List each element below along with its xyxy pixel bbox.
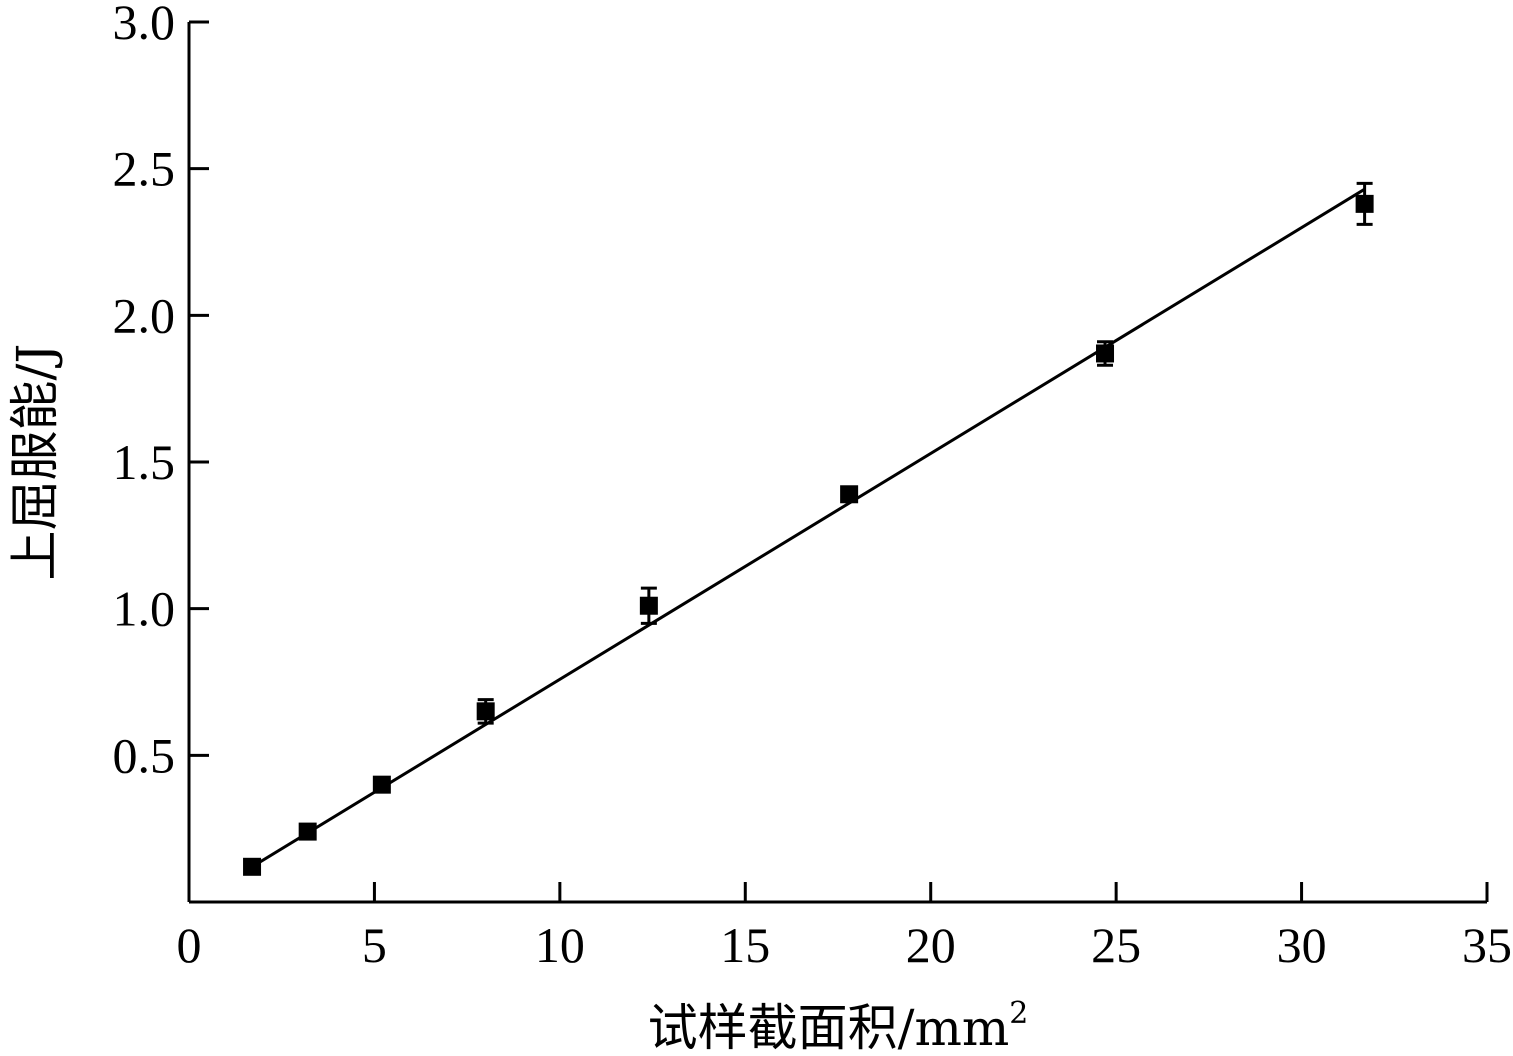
y-tick-label: 0.5 [113, 727, 176, 783]
data-point [243, 857, 262, 876]
data-point [476, 698, 495, 725]
data-point [639, 586, 658, 625]
square-marker [243, 857, 262, 876]
y-tick-label: 2.0 [113, 287, 176, 343]
x-axis-title-superscript: 2 [1009, 996, 1028, 1031]
axes [187, 22, 1487, 904]
y-axis-title: 上屈服能/J [6, 344, 64, 581]
y-tick-label: 3.0 [113, 0, 176, 50]
data-points [243, 181, 1374, 876]
fit-line [251, 187, 1366, 869]
data-point [1355, 181, 1374, 226]
y-ticks: 0.5 1.0 1.5 2.0 2.5 3.0 [113, 0, 209, 783]
data-point [372, 775, 391, 794]
data-point [1096, 340, 1115, 367]
x-tick-label: 30 [1277, 917, 1327, 973]
x-tick-label: 0 [177, 917, 202, 973]
square-marker [476, 702, 495, 721]
square-marker [1355, 194, 1374, 213]
y-tick-label: 1.0 [113, 581, 176, 637]
square-marker [840, 485, 859, 504]
x-tick-label: 5 [362, 917, 387, 973]
x-axis-title-text: 试样截面积/mm [648, 999, 1010, 1056]
y-tick-label: 1.5 [113, 434, 176, 490]
data-point [298, 822, 317, 841]
x-tick-label: 25 [1091, 917, 1141, 973]
x-tick-label: 10 [535, 917, 585, 973]
y-tick-label: 2.5 [113, 141, 176, 197]
x-tick-label: 20 [906, 917, 956, 973]
data-point [840, 485, 859, 504]
fit-line-group [251, 187, 1366, 869]
x-tick-label: 15 [720, 917, 770, 973]
square-marker [372, 775, 391, 794]
square-marker [1096, 344, 1115, 363]
x-tick-label: 35 [1462, 917, 1512, 973]
x-axis-title: 试样截面积/mm2 [648, 996, 1029, 1056]
square-marker [298, 822, 317, 841]
square-marker [639, 596, 658, 615]
x-ticks: 0 5 10 15 20 25 30 35 [177, 882, 1512, 973]
